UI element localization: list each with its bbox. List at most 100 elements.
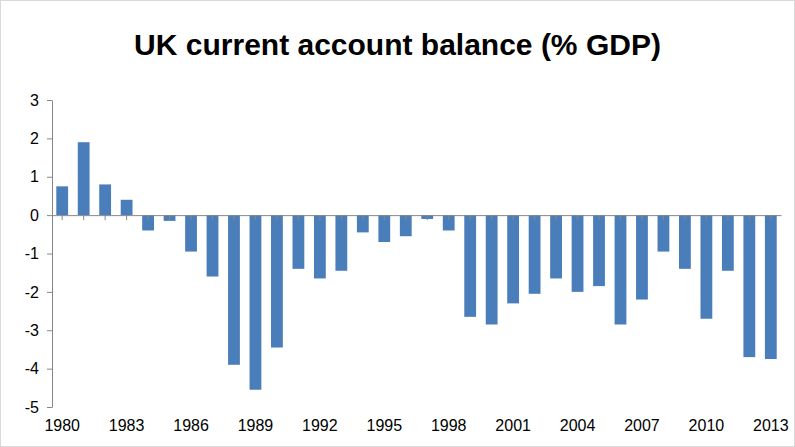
x-tick-mark xyxy=(491,215,492,220)
x-tick: 1989 xyxy=(238,215,274,434)
y-tick-mark xyxy=(47,407,52,408)
x-tick-mark xyxy=(62,215,63,220)
bar xyxy=(550,215,562,278)
y-axis: -5 -4 -3 -2 -1 0 1 2 3 xyxy=(25,92,53,416)
y-tick-label: -2 xyxy=(25,283,39,300)
x-tick-mark xyxy=(191,215,192,220)
chart: UK current account balance (% GDP) -5 -4 -3… xyxy=(0,0,795,447)
bar xyxy=(378,215,390,242)
x-axis-line xyxy=(53,215,782,216)
x-tick-mark xyxy=(405,215,406,220)
bar xyxy=(615,215,627,324)
x-tick xyxy=(534,215,535,220)
x-tick: 1992 xyxy=(302,215,338,434)
x-tick: 1986 xyxy=(173,215,209,434)
y-tick: -1 xyxy=(25,245,52,262)
bars xyxy=(56,142,776,390)
x-tick-mark xyxy=(770,215,771,220)
x-tick xyxy=(233,215,234,220)
bar xyxy=(271,215,283,347)
x-tick-mark xyxy=(212,215,213,220)
bar xyxy=(207,215,219,276)
bar xyxy=(507,215,519,303)
x-tick-mark xyxy=(513,215,514,220)
x-tick-mark xyxy=(556,215,557,220)
bar xyxy=(743,215,755,357)
y-tick-label: 0 xyxy=(30,207,39,224)
bar xyxy=(636,215,648,299)
x-tick: 1980 xyxy=(44,215,80,434)
y-tick-label: 2 xyxy=(30,130,39,147)
bar xyxy=(722,215,734,271)
x-tick-mark xyxy=(83,215,84,220)
x-tick-mark xyxy=(384,215,385,220)
title: UK current account balance (% GDP) xyxy=(134,28,661,61)
chart-border xyxy=(1,1,795,447)
x-tick xyxy=(470,215,471,220)
bar xyxy=(679,215,691,269)
x-tick xyxy=(427,215,428,220)
bar xyxy=(443,215,455,230)
plot: -5-4-3-2-1012319801983198619891992199519… xyxy=(25,92,789,435)
x-tick-mark xyxy=(341,215,342,220)
y-tick-mark xyxy=(47,215,52,216)
y-tick-mark xyxy=(47,100,52,101)
y-tick: 0 xyxy=(30,207,52,224)
x-tick-mark xyxy=(599,215,600,220)
x-tick: 2010 xyxy=(689,215,725,434)
x-tick-label: 1983 xyxy=(109,417,145,434)
x-tick-mark xyxy=(255,215,256,220)
bar xyxy=(529,215,541,294)
y-tick: 1 xyxy=(30,168,52,185)
x-tick xyxy=(491,215,492,220)
x-tick xyxy=(684,215,685,220)
x-tick-mark xyxy=(534,215,535,220)
x-tick: 2001 xyxy=(495,215,531,434)
y-tick-label: 3 xyxy=(30,92,39,109)
x-tick xyxy=(169,215,170,220)
y-tick: 3 xyxy=(30,92,52,109)
x-tick xyxy=(276,215,277,220)
y-tick: -2 xyxy=(25,283,52,300)
y-tick: -3 xyxy=(25,322,52,339)
x-tick-label: 2013 xyxy=(753,417,789,434)
y-axis-line xyxy=(52,101,53,408)
x-tick-mark xyxy=(620,215,621,220)
x-tick: 2007 xyxy=(624,215,660,434)
y-tick-label: -5 xyxy=(25,399,39,416)
bar xyxy=(658,215,670,251)
x-tick-label: 1980 xyxy=(44,417,80,434)
bar xyxy=(99,184,111,215)
bar xyxy=(78,142,90,215)
y-tick: 2 xyxy=(30,130,52,147)
bar xyxy=(185,215,197,251)
x-tick-label: 1986 xyxy=(173,417,209,434)
x-tick-mark xyxy=(577,215,578,220)
x-tick-mark xyxy=(749,215,750,220)
bar xyxy=(56,186,68,215)
x-tick xyxy=(620,215,621,220)
bar xyxy=(464,215,476,317)
bar xyxy=(357,215,369,232)
bar xyxy=(400,215,412,236)
x-tick xyxy=(105,215,106,220)
x-tick-mark xyxy=(427,215,428,220)
x-tick-mark xyxy=(706,215,707,220)
bar xyxy=(142,215,154,230)
bar xyxy=(486,215,498,324)
x-tick-label: 1992 xyxy=(302,417,338,434)
x-tick-mark xyxy=(169,215,170,220)
bar xyxy=(593,215,605,286)
x-tick xyxy=(83,215,84,220)
bar xyxy=(228,215,240,365)
y-tick-label: -4 xyxy=(25,360,39,377)
x-tick-mark xyxy=(276,215,277,220)
bar xyxy=(121,200,133,215)
bar xyxy=(314,215,326,278)
x-tick: 1998 xyxy=(431,215,467,434)
x-tick-label: 2004 xyxy=(560,417,596,434)
x-tick-mark xyxy=(448,215,449,220)
x-tick xyxy=(556,215,557,220)
x-tick-label: 1998 xyxy=(431,417,467,434)
y-tick-mark xyxy=(47,369,52,370)
